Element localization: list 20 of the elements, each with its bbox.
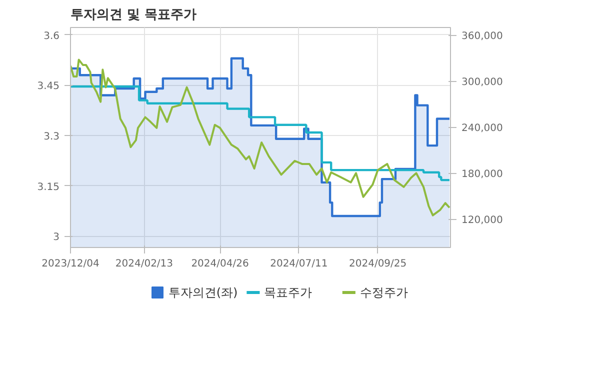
legend-label: 투자의견(좌) — [168, 286, 238, 300]
line-series — [70, 58, 450, 216]
y2-tick-label: 120,000 — [462, 215, 503, 226]
y2-tick-label: 240,000 — [462, 123, 503, 134]
x-tick-label: 2024/02/13 — [115, 258, 174, 270]
chart-title: 투자의견 및 목표주가 — [70, 8, 197, 22]
y-tick-label: 3.45 — [37, 81, 60, 92]
legend-label: 수정주가 — [360, 286, 408, 300]
y2-tick-label: 360,000 — [462, 31, 503, 42]
y2-tick-label: 300,000 — [462, 77, 503, 88]
y-tick-label: 3.3 — [44, 131, 60, 142]
y-tick-label: 3.15 — [37, 182, 60, 193]
x-tick-label: 2024/07/11 — [270, 258, 328, 270]
x-tick-label: 2023/12/04 — [42, 258, 100, 270]
y-tick-label: 3 — [53, 232, 60, 244]
y2-tick-label: 180,000 — [462, 169, 503, 180]
y-tick-label: 3.6 — [44, 30, 60, 42]
legend-label: 목표주가 — [264, 286, 312, 300]
x-tick-label: 2024/04/26 — [191, 258, 249, 270]
x-tick-label: 2024/09/25 — [349, 258, 407, 270]
